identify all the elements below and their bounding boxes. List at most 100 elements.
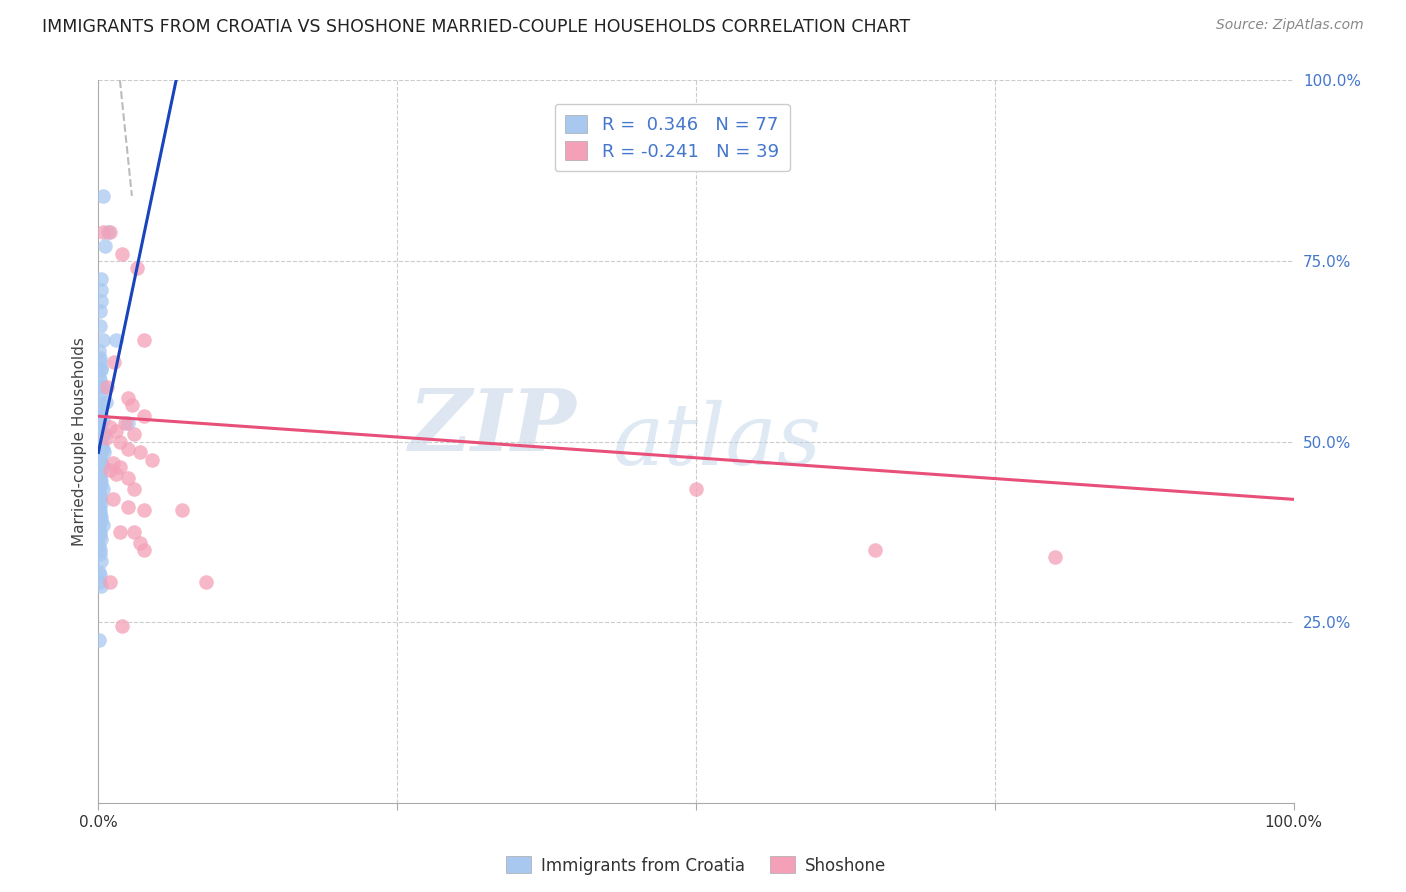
Point bbox=[89, 373, 111, 387]
Point bbox=[117, 417, 139, 431]
Point bbox=[117, 500, 139, 514]
Point bbox=[91, 413, 114, 427]
Text: IMMIGRANTS FROM CROATIA VS SHOSHONE MARRIED-COUPLE HOUSEHOLDS CORRELATION CHART: IMMIGRANTS FROM CROATIA VS SHOSHONE MARR… bbox=[42, 18, 910, 36]
Point bbox=[89, 449, 111, 463]
Point bbox=[91, 225, 114, 239]
Point bbox=[865, 542, 887, 557]
Point bbox=[89, 568, 111, 582]
Point bbox=[89, 394, 111, 409]
Text: atlas: atlas bbox=[613, 401, 821, 483]
Point bbox=[89, 503, 111, 517]
Point bbox=[89, 633, 111, 648]
Point bbox=[91, 380, 114, 394]
Point bbox=[90, 510, 112, 524]
Point bbox=[101, 492, 124, 507]
Point bbox=[90, 272, 112, 286]
Point bbox=[89, 547, 111, 561]
Point bbox=[685, 482, 707, 496]
Point bbox=[114, 417, 136, 431]
Point bbox=[141, 452, 163, 467]
Point bbox=[90, 478, 112, 492]
Point bbox=[91, 442, 114, 456]
Point bbox=[90, 456, 112, 470]
Point bbox=[89, 420, 111, 434]
Point bbox=[91, 482, 114, 496]
Point bbox=[89, 318, 111, 333]
Point bbox=[124, 482, 146, 496]
Point bbox=[132, 542, 155, 557]
Point bbox=[89, 431, 111, 445]
Point bbox=[89, 575, 111, 590]
Point bbox=[90, 427, 112, 442]
Point bbox=[98, 225, 122, 239]
Point bbox=[121, 398, 143, 412]
Point bbox=[108, 434, 131, 449]
Point bbox=[97, 225, 120, 239]
Point bbox=[89, 344, 111, 359]
Point bbox=[96, 394, 118, 409]
Point bbox=[90, 554, 112, 568]
Point bbox=[89, 417, 111, 431]
Point bbox=[89, 355, 111, 369]
Point bbox=[90, 380, 112, 394]
Point bbox=[89, 449, 111, 463]
Point bbox=[90, 438, 112, 452]
Point bbox=[89, 539, 111, 553]
Point bbox=[94, 431, 117, 445]
Point bbox=[93, 445, 115, 459]
Point bbox=[132, 503, 155, 517]
Point bbox=[98, 420, 122, 434]
Point bbox=[89, 452, 111, 467]
Point bbox=[91, 189, 114, 203]
Point bbox=[89, 406, 111, 420]
Point bbox=[105, 334, 128, 348]
Point bbox=[103, 355, 125, 369]
Point bbox=[89, 521, 111, 535]
Point bbox=[105, 424, 128, 438]
Point bbox=[108, 459, 131, 474]
Point bbox=[108, 524, 131, 539]
Point bbox=[89, 507, 111, 521]
Point bbox=[124, 524, 146, 539]
Point bbox=[172, 503, 194, 517]
Point bbox=[90, 532, 112, 546]
Legend: Immigrants from Croatia, Shoshone: Immigrants from Croatia, Shoshone bbox=[499, 850, 893, 881]
Point bbox=[90, 362, 112, 376]
Text: Source: ZipAtlas.com: Source: ZipAtlas.com bbox=[1216, 18, 1364, 32]
Point bbox=[90, 496, 112, 510]
Point bbox=[125, 261, 148, 276]
Point bbox=[90, 434, 112, 449]
Point bbox=[117, 471, 139, 485]
Point bbox=[90, 283, 112, 297]
Point bbox=[89, 489, 111, 503]
Point bbox=[89, 528, 111, 542]
Point bbox=[89, 304, 111, 318]
Point bbox=[89, 402, 111, 417]
Point bbox=[89, 434, 111, 449]
Point bbox=[91, 459, 114, 474]
Point bbox=[1043, 550, 1066, 565]
Point bbox=[91, 334, 114, 348]
Point bbox=[91, 517, 114, 532]
Point bbox=[195, 575, 218, 590]
Point bbox=[132, 409, 155, 424]
Point bbox=[91, 442, 114, 456]
Point bbox=[89, 471, 111, 485]
Point bbox=[96, 380, 118, 394]
Point bbox=[90, 579, 112, 593]
Point bbox=[89, 467, 111, 481]
Point bbox=[90, 456, 112, 470]
Point bbox=[89, 542, 111, 557]
Point bbox=[132, 334, 155, 348]
Point bbox=[117, 391, 139, 405]
Text: ZIP: ZIP bbox=[409, 385, 576, 469]
Point bbox=[129, 445, 152, 459]
Point bbox=[89, 351, 111, 366]
Point bbox=[129, 535, 152, 549]
Point bbox=[89, 463, 111, 477]
Point bbox=[89, 387, 111, 401]
Point bbox=[89, 485, 111, 500]
Point bbox=[105, 467, 128, 481]
Point bbox=[90, 293, 112, 308]
Point bbox=[90, 409, 112, 424]
